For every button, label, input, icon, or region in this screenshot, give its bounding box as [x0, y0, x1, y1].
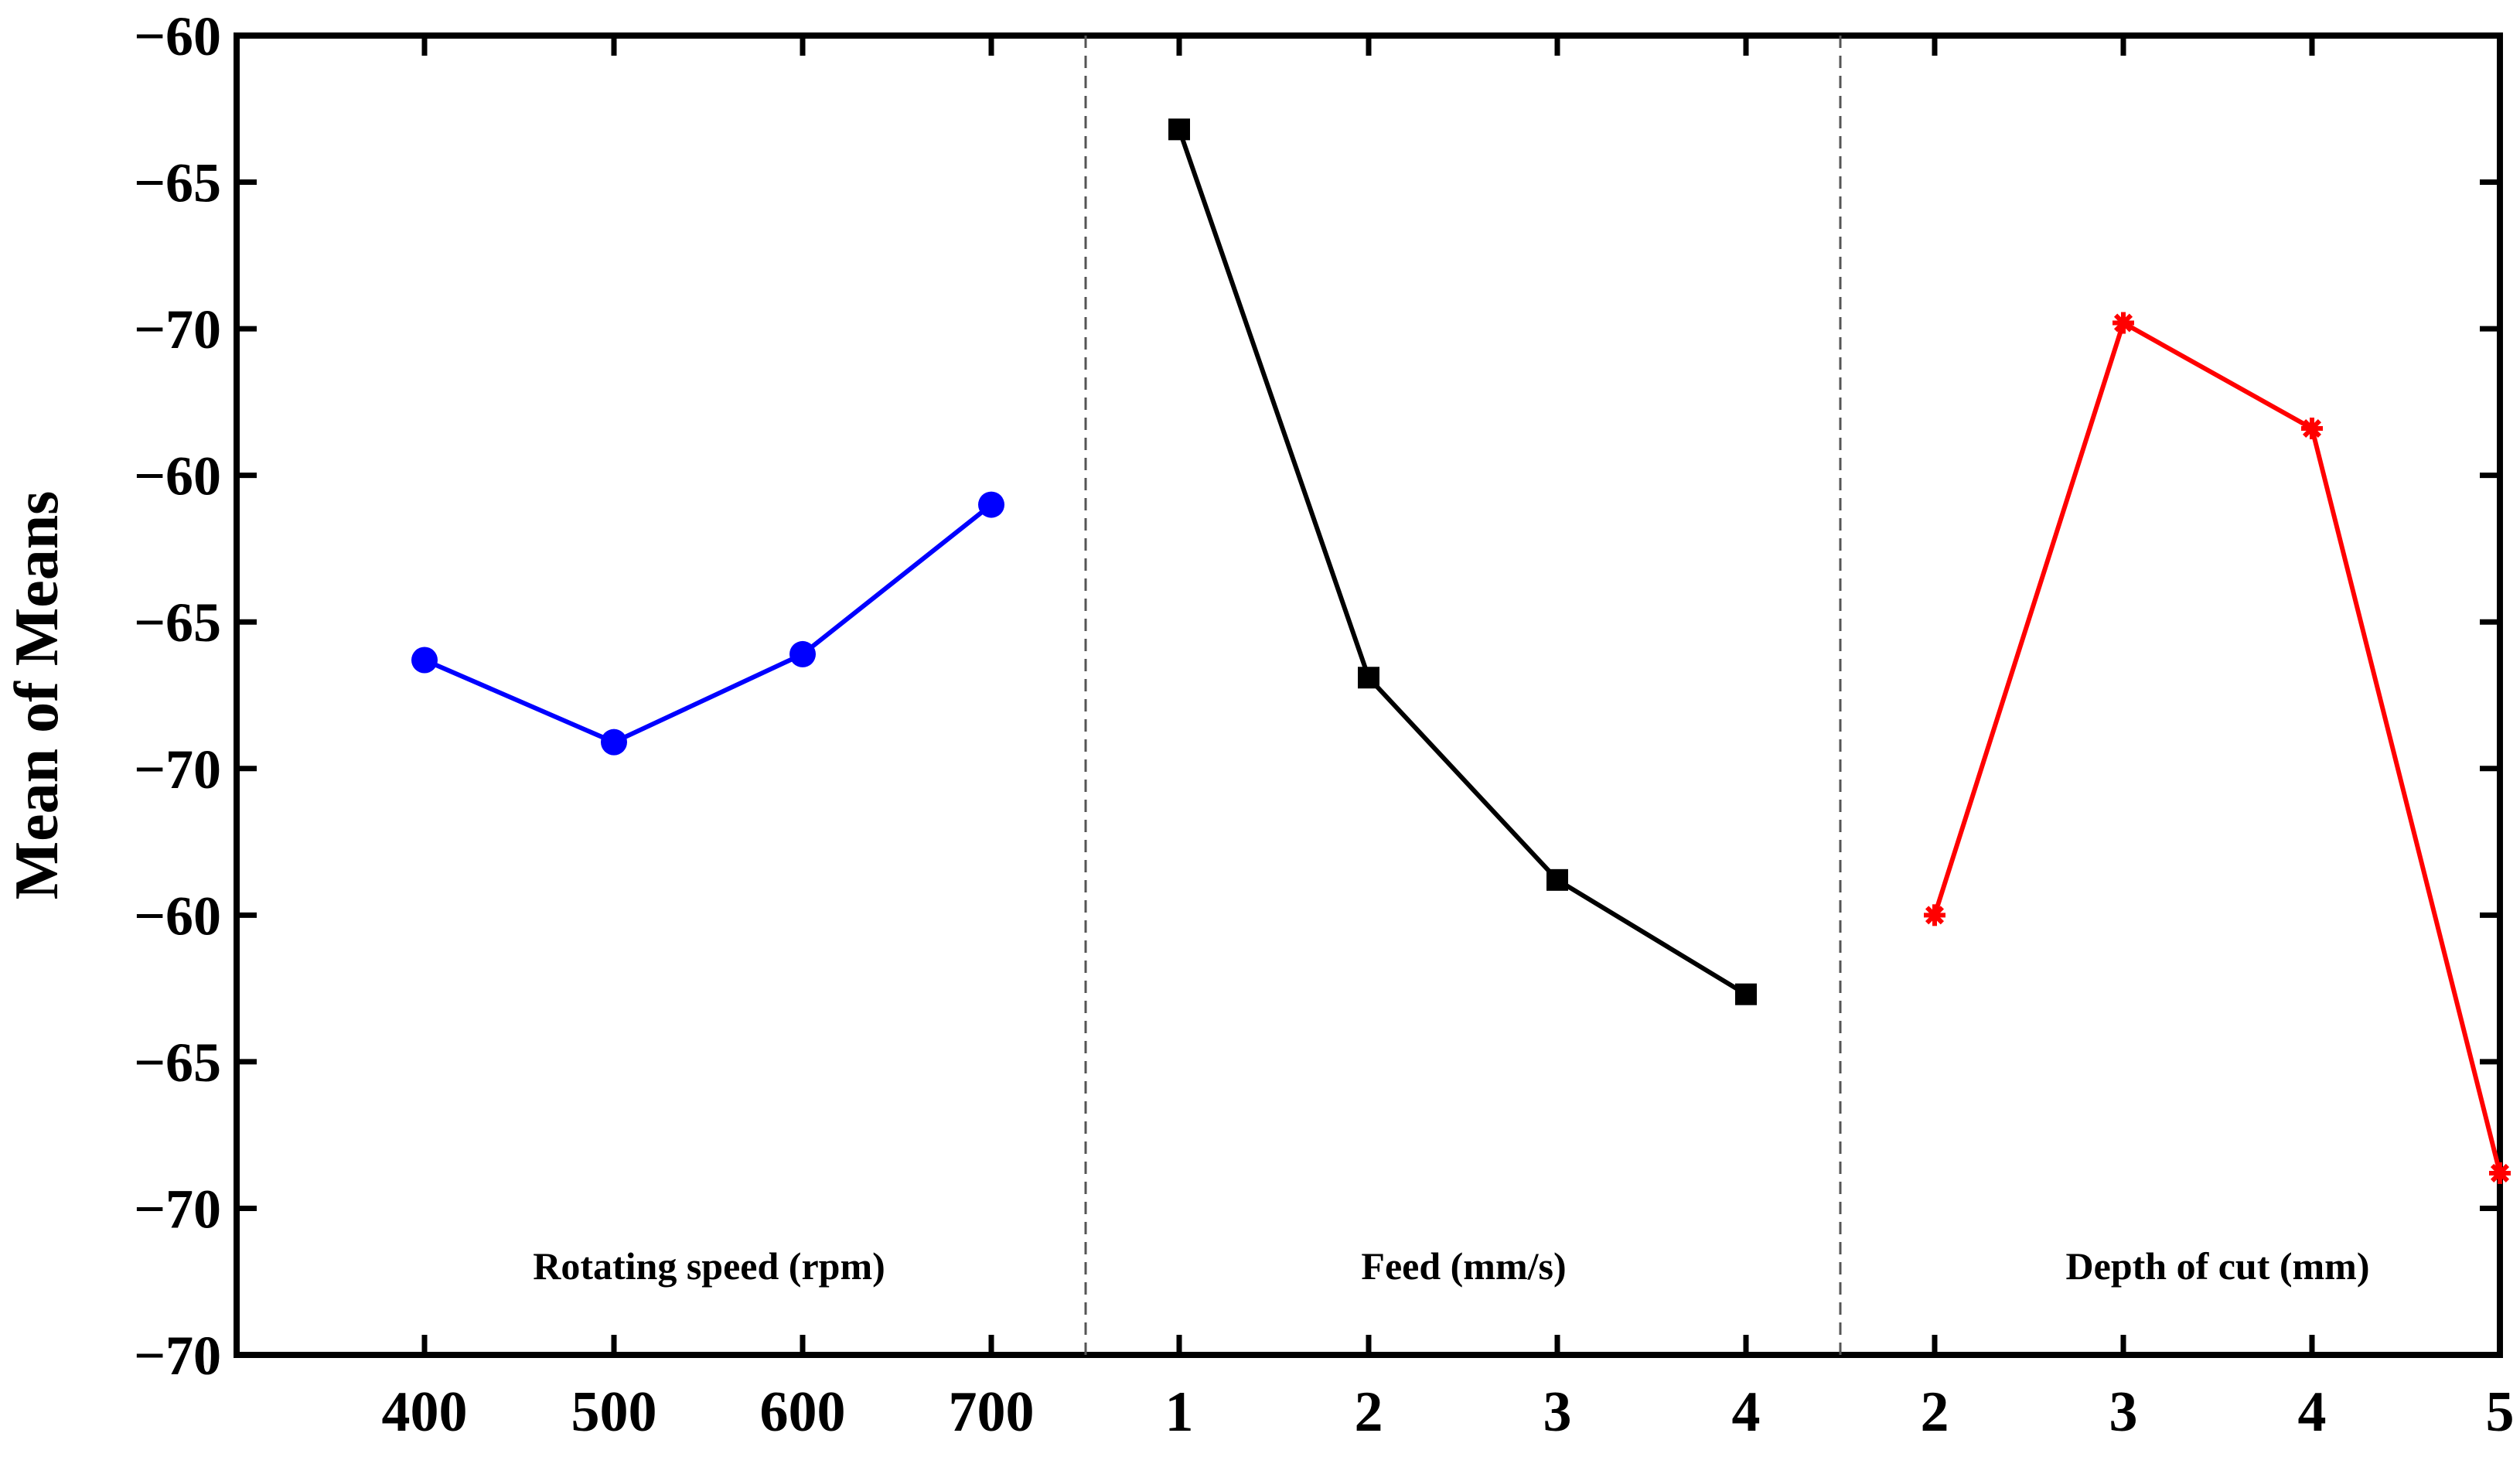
y-tick-label: −70: [134, 739, 221, 800]
y-tick-label: −70: [134, 1178, 221, 1240]
y-tick-label: −70: [134, 1325, 221, 1387]
series-line-2: [1177, 128, 1748, 997]
y-tick-label: −70: [134, 1325, 221, 1387]
x-tick-label: 5: [2486, 1380, 2515, 1444]
data-point-2-2: [1358, 667, 1379, 689]
panel-label-3: Depth of cut (mm): [2066, 1244, 2370, 1288]
x-tick-label: 1: [1165, 1380, 1194, 1444]
data-point-3-2: [1924, 904, 1945, 926]
data-point-2-1: [1168, 118, 1190, 141]
data-point-3-4: [2301, 418, 2323, 440]
y-tick-label: −60: [134, 5, 221, 67]
series-line-3: [1932, 320, 2502, 1174]
data-point-3-5: [2489, 1162, 2511, 1184]
panel-label-1: Rotating speed (rpm): [533, 1244, 885, 1288]
x-tick-label: 600: [760, 1380, 846, 1444]
x-tick-label: 4: [2298, 1380, 2327, 1444]
series-line-1: [423, 503, 993, 745]
y-tick-label: −60: [134, 885, 221, 947]
data-point-1-500: [601, 728, 627, 756]
y-tick-label: −65: [134, 592, 221, 653]
y-tick-label: −65: [134, 152, 221, 214]
data-point-1-600: [789, 640, 816, 667]
x-tick-label: 500: [571, 1380, 657, 1444]
y-tick-label: −65: [134, 1032, 221, 1094]
panel-label-2: Feed (mm/s): [1361, 1244, 1566, 1288]
data-point-1-400: [411, 647, 438, 674]
data-point-2-3: [1546, 868, 1568, 891]
data-point-3-3: [2113, 312, 2134, 334]
data-point-1-700: [978, 491, 1004, 518]
y-tick-label: −60: [134, 445, 221, 507]
x-tick-label: 2: [1921, 1380, 1949, 1444]
x-tick-label: 4: [1732, 1380, 1761, 1444]
x-tick-label: 400: [382, 1380, 468, 1444]
x-tick-label: 700: [949, 1380, 1035, 1444]
y-tick-label: −70: [134, 299, 221, 360]
x-tick-label: 3: [1543, 1380, 1572, 1444]
x-tick-label: 3: [2109, 1380, 2138, 1444]
plot-frame: [234, 32, 2503, 1358]
x-tick-label: 2: [1355, 1380, 1383, 1444]
y-axis-title: Mean of Means: [3, 491, 71, 900]
data-point-2-4: [1735, 983, 1757, 1005]
